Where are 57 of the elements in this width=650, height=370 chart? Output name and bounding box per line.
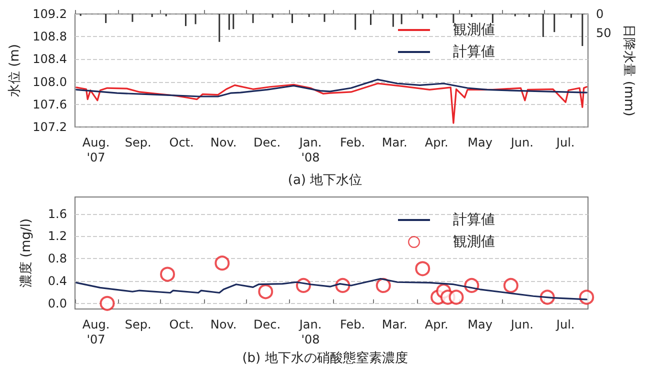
point — [160, 266, 176, 282]
legend-label: 観測値 — [453, 22, 495, 38]
y-tick-label: 1.6 — [48, 206, 67, 221]
x-tick-label: Aug. '07 — [82, 136, 110, 164]
point — [258, 284, 274, 300]
legend-label: 観測値 — [453, 234, 495, 250]
y-tick-label: 0.8 — [48, 252, 67, 266]
x-tick-label: Jul. — [555, 136, 575, 150]
y-tick-label: 108.8 — [32, 30, 67, 44]
x-tick-label: Apr. — [424, 318, 448, 332]
y2-tick-label: 0 — [596, 7, 604, 21]
text: (b) 地下水の硝酸態窒素濃度 — [242, 350, 408, 366]
y-axis-title: 水位 (m) — [8, 44, 23, 97]
x-tick-label: Oct. — [169, 136, 194, 150]
line-series — [76, 78, 588, 98]
y-axis-title: 濃度 (mg/l) — [18, 218, 34, 288]
line-series — [76, 82, 588, 124]
x-tick-label: May — [468, 136, 492, 150]
x-tick-label: Jun. — [510, 136, 534, 150]
point — [100, 296, 115, 311]
text: (a) 地下水位 — [288, 173, 362, 188]
y-tick-label: 107.2 — [32, 120, 67, 134]
x-tick-label: Jan. '08 — [298, 318, 322, 346]
x-tick-label: Apr. — [424, 136, 448, 150]
y-tick-label: 0.4 — [48, 274, 67, 288]
x-tick-label: May — [468, 318, 492, 332]
x-tick-label: Nov. — [210, 136, 237, 150]
x-tick-label: Feb. — [340, 318, 366, 332]
x-tick-label: Mar. — [382, 136, 408, 150]
x-tick-label: Sep. — [124, 318, 152, 332]
x-tick-label: Jul. — [555, 318, 575, 332]
point — [376, 278, 391, 293]
x-tick-label: Mar. — [382, 318, 408, 332]
x-tick-label: Aug. '07 — [82, 318, 110, 346]
x-tick-label: Jan. '08 — [298, 136, 322, 164]
x-tick-label: Sep. — [124, 136, 152, 150]
x-tick-label: Nov. — [210, 318, 237, 332]
y-tick-label: 1.2 — [48, 229, 67, 244]
x-tick-label: Dec. — [254, 136, 281, 150]
x-tick-label: Jun. — [510, 318, 534, 332]
point — [503, 278, 518, 293]
y-tick-label: 108.4 — [32, 52, 67, 66]
y-tick-label: 107.6 — [32, 97, 67, 112]
point — [415, 261, 430, 276]
y-tick-label: 109.2 — [32, 7, 67, 21]
legend-label: 計算値 — [453, 212, 495, 228]
point — [579, 290, 594, 305]
y-tick-label: 0.0 — [48, 296, 67, 310]
x-tick-label: Feb. — [340, 136, 366, 150]
y-tick-label: 108.0 — [32, 74, 67, 89]
legend-label: 計算値 — [453, 44, 495, 60]
x-tick-label: Dec. — [254, 318, 281, 332]
y2-axis-title: 日降水量 (mm) — [621, 24, 636, 116]
point — [214, 256, 230, 271]
point — [448, 290, 464, 305]
x-tick-label: Oct. — [169, 318, 194, 332]
y2-tick-label: 50 — [596, 26, 612, 40]
